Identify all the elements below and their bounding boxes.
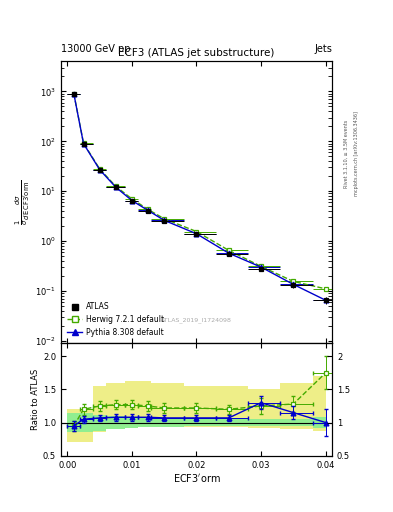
- Text: Rivet 3.1.10, ≥ 3.5M events: Rivet 3.1.10, ≥ 3.5M events: [344, 119, 349, 188]
- X-axis label: ECF3$^{\prime}$orm: ECF3$^{\prime}$orm: [173, 472, 220, 484]
- Text: ATLAS_2019_I1724098: ATLAS_2019_I1724098: [161, 317, 232, 324]
- Legend: ATLAS, Herwig 7.2.1 default, Pythia 8.308 default: ATLAS, Herwig 7.2.1 default, Pythia 8.30…: [65, 300, 167, 339]
- Text: mcplots.cern.ch [arXiv:1306.3436]: mcplots.cern.ch [arXiv:1306.3436]: [354, 111, 359, 196]
- Y-axis label: $\frac{1}{\sigma}\frac{d\sigma}{d\,\mathrm{ECF3^{\prime}orm}}$: $\frac{1}{\sigma}\frac{d\sigma}{d\,\math…: [14, 180, 33, 225]
- Text: 13000 GeV pp: 13000 GeV pp: [61, 44, 130, 54]
- Title: ECF3 (ATLAS jet substructure): ECF3 (ATLAS jet substructure): [118, 48, 275, 58]
- Text: Jets: Jets: [314, 44, 332, 54]
- Y-axis label: Ratio to ATLAS: Ratio to ATLAS: [31, 369, 40, 430]
